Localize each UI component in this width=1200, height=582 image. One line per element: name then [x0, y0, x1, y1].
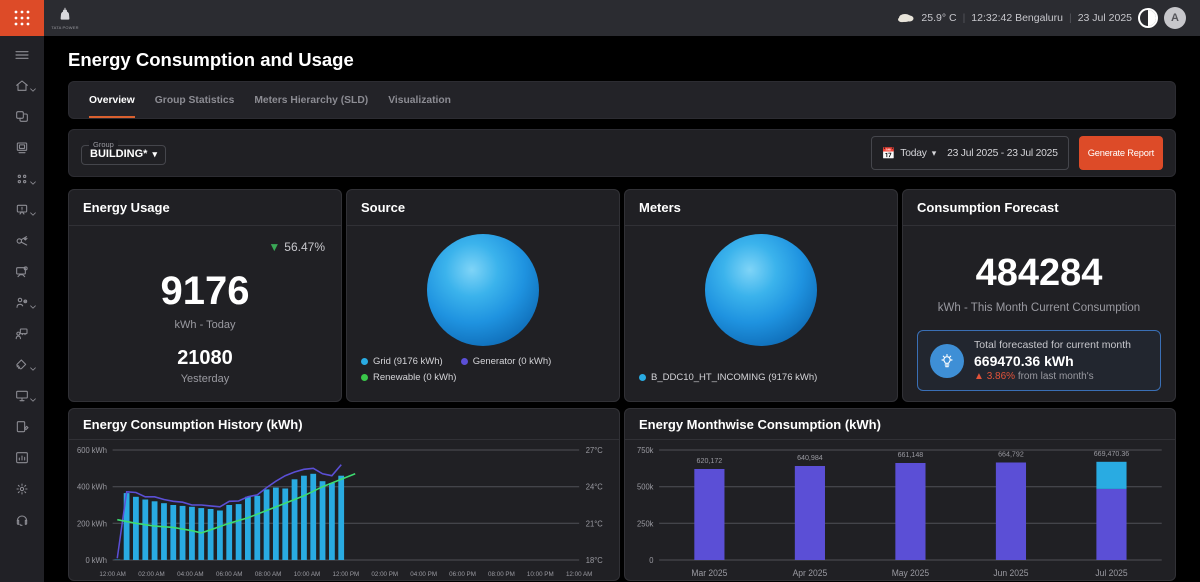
svg-text:500k: 500k	[637, 483, 654, 492]
svg-text:250k: 250k	[637, 519, 654, 528]
svg-text:Apr 2025: Apr 2025	[793, 568, 828, 578]
svg-text:04:00 AM: 04:00 AM	[177, 571, 203, 578]
svg-text:Jul 2025: Jul 2025	[1095, 568, 1127, 578]
svg-text:661,148: 661,148	[898, 450, 924, 459]
svg-text:664,792: 664,792	[998, 449, 1024, 458]
svg-text:10:00 PM: 10:00 PM	[527, 571, 554, 578]
svg-text:200 kWh: 200 kWh	[77, 519, 107, 528]
svg-text:12:00 AM: 12:00 AM	[99, 571, 125, 578]
svg-text:27°C: 27°C	[586, 446, 603, 455]
svg-text:400 kWh: 400 kWh	[77, 483, 107, 492]
svg-text:08:00 AM: 08:00 AM	[255, 571, 281, 578]
svg-text:620,172: 620,172	[697, 456, 723, 465]
svg-text:06:00 AM: 06:00 AM	[216, 571, 242, 578]
svg-text:02:00 AM: 02:00 AM	[138, 571, 164, 578]
svg-text:Mar 2025: Mar 2025	[691, 568, 727, 578]
svg-text:750k: 750k	[637, 446, 654, 455]
svg-text:600 kWh: 600 kWh	[77, 446, 107, 455]
svg-text:24°C: 24°C	[586, 483, 603, 492]
svg-text:21°C: 21°C	[586, 519, 603, 528]
svg-text:May 2025: May 2025	[892, 568, 930, 578]
svg-text:04:00 PM: 04:00 PM	[410, 571, 437, 578]
svg-text:640,984: 640,984	[797, 453, 823, 462]
svg-text:10:00 AM: 10:00 AM	[294, 571, 320, 578]
svg-text:669,470.36: 669,470.36	[1094, 449, 1130, 458]
svg-text:0 kWh: 0 kWh	[85, 556, 106, 565]
svg-text:12:00 PM: 12:00 PM	[333, 571, 360, 578]
svg-text:08:00 PM: 08:00 PM	[488, 571, 515, 578]
svg-text:02:00 PM: 02:00 PM	[371, 571, 398, 578]
svg-text:06:00 PM: 06:00 PM	[449, 571, 476, 578]
svg-text:0: 0	[649, 556, 654, 565]
svg-text:18°C: 18°C	[586, 556, 603, 565]
svg-text:Jun 2025: Jun 2025	[993, 568, 1028, 578]
svg-text:12:00 AM: 12:00 AM	[566, 571, 592, 578]
